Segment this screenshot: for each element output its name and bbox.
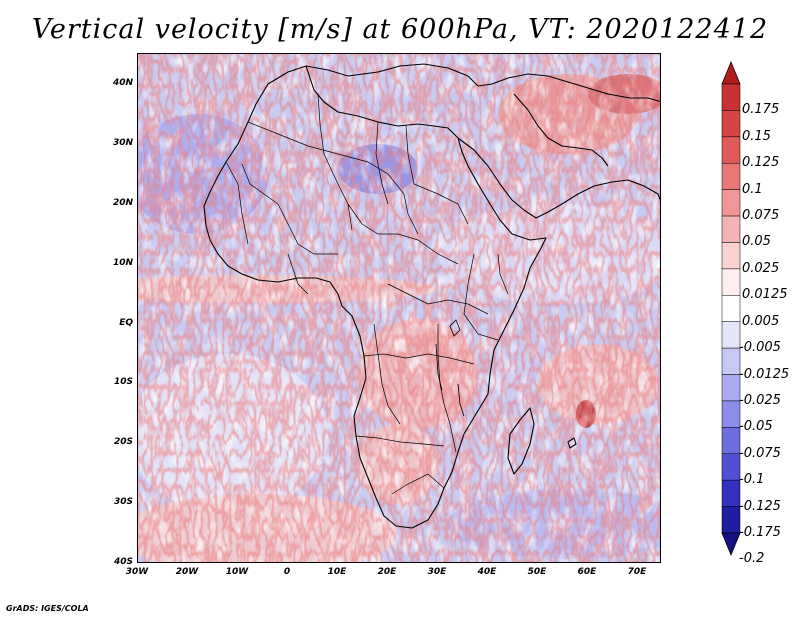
colorbar-segment — [721, 215, 741, 243]
colorbar-segment — [721, 136, 741, 164]
colorbar-label: -0.025 — [739, 392, 781, 408]
lon-label-30w: 30W — [125, 567, 149, 577]
colorbar-label: 0.075 — [742, 208, 780, 224]
lon-label-60e: 60E — [577, 567, 597, 577]
colorbar-segment — [721, 110, 741, 138]
field-texture-red — [138, 54, 660, 562]
lat-label-10n: 10N — [112, 258, 133, 268]
colorbar-label: 0.15 — [742, 128, 771, 144]
lon-label-0: 0 — [283, 567, 291, 577]
lat-label-30s: 30S — [113, 497, 133, 507]
lon-label-20w: 20W — [175, 567, 199, 577]
colorbar-label: 0.1 — [742, 181, 763, 197]
colorbar-segment — [721, 427, 741, 455]
colorbar-segment — [721, 321, 741, 349]
colorbar-segment — [721, 400, 741, 428]
lat-label-eq: EQ — [119, 318, 133, 328]
colorbar-segment — [721, 506, 741, 534]
lakes — [435, 319, 465, 417]
colorbar-label: 0.125 — [742, 155, 780, 171]
colorbar-segment — [721, 295, 741, 322]
colorbar-label: 0.0125 — [742, 287, 788, 303]
colorbar-label: -0.05 — [739, 419, 773, 435]
lon-label-10e: 10E — [327, 567, 347, 577]
map-canvas — [138, 54, 660, 562]
colorbar-label: 0.025 — [742, 260, 780, 276]
colorbar-bottom-arrow — [721, 532, 741, 557]
colorbar-label: 0.05 — [742, 234, 771, 250]
colorbar-segment — [721, 189, 741, 217]
colorbar-label: 0.175 — [742, 102, 780, 118]
colorbar-graphic — [721, 60, 741, 557]
colorbar-segment — [721, 268, 741, 296]
lon-label-70e: 70E — [627, 567, 647, 577]
colorbar-segment — [721, 347, 741, 375]
lon-label-50e: 50E — [527, 567, 547, 577]
velocity-map — [137, 53, 661, 563]
coastlines — [203, 63, 660, 529]
colorbar-segment — [721, 374, 741, 402]
colorbar-label: -0.005 — [739, 340, 781, 356]
lon-label-20e: 20E — [377, 567, 397, 577]
colorbar-label: -0.1 — [739, 472, 765, 488]
colorbar-segment — [721, 83, 741, 111]
footer-credit: GrADS: IGES/COLA — [6, 604, 89, 613]
country-borders — [225, 93, 509, 495]
colorbar-top-arrow — [721, 60, 741, 85]
colorbar-label: -0.2 — [739, 551, 765, 567]
colorbar-segment — [721, 162, 741, 190]
colorbar — [717, 60, 747, 557]
lon-label-30e: 30E — [427, 567, 447, 577]
colorbar-label: -0.125 — [739, 498, 781, 514]
lon-label-10w: 10W — [225, 567, 249, 577]
lat-label-10s: 10S — [113, 377, 133, 387]
colorbar-label: -0.0125 — [739, 366, 790, 382]
colorbar-label: -0.075 — [739, 445, 781, 461]
lat-label-40s: 40S — [113, 557, 133, 567]
colorbar-segment — [721, 242, 741, 270]
lon-label-40e: 40E — [477, 567, 497, 577]
lat-label-40n: 40N — [112, 78, 133, 88]
lat-label-20s: 20S — [113, 437, 133, 447]
colorbar-segment — [721, 453, 741, 481]
lat-label-20n: 20N — [112, 198, 133, 208]
colorbar-segment — [721, 479, 741, 507]
colorbar-label: -0.175 — [739, 525, 781, 540]
colorbar-label: 0.005 — [742, 313, 780, 329]
map-title: Vertical velocity [m/s] at 600hPa, VT: 2… — [31, 14, 769, 45]
lat-label-30n: 30N — [112, 138, 133, 148]
